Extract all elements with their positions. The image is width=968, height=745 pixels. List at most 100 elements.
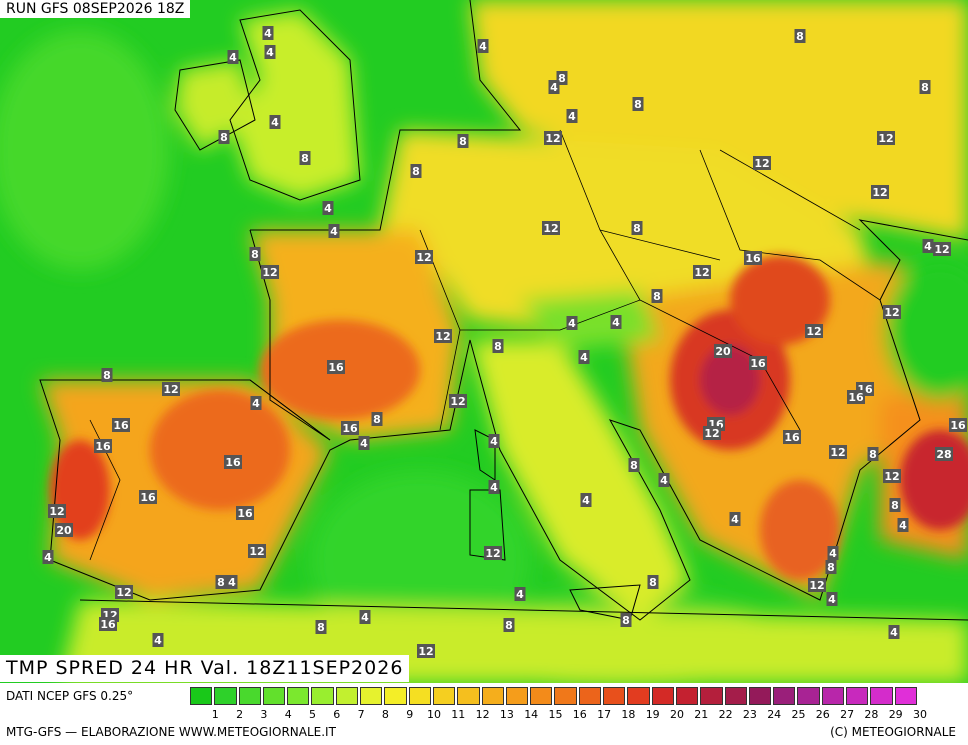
value-label-text: 8	[412, 165, 420, 178]
value-label: 12	[877, 131, 895, 145]
scale-cell	[748, 687, 772, 705]
value-label-text: 16	[784, 431, 800, 444]
value-label: 4	[827, 546, 839, 560]
value-label-box	[94, 439, 112, 453]
value-label-box	[794, 29, 806, 43]
value-label-box	[919, 80, 931, 94]
value-label-box	[935, 447, 953, 461]
value-label-text: 16	[745, 252, 761, 265]
value-label-box	[825, 560, 837, 574]
value-label-text: 8	[217, 576, 225, 589]
value-label: 12	[417, 644, 435, 658]
value-label-box	[261, 265, 279, 279]
scale-tick-label: 19	[645, 708, 660, 721]
value-label: 4	[548, 80, 560, 94]
value-label: 4	[322, 201, 334, 215]
scale-cell	[773, 687, 796, 705]
value-label: 8	[556, 71, 568, 85]
value-label-text: 12	[884, 470, 899, 483]
value-label: 4	[227, 50, 239, 64]
value-label-box	[410, 164, 422, 178]
value-label-box	[457, 134, 469, 148]
color-scale: 1 2 3 4 5 6 7 8 9 10 11 12 13 14 15 16 17 18 19 20 21 22 23 24 2…	[190, 687, 968, 721]
scale-cell	[360, 687, 383, 705]
value-label: 8	[503, 618, 515, 632]
value-label: 8	[867, 447, 879, 461]
value-label: 12	[449, 394, 467, 408]
value-label-box	[632, 97, 644, 111]
value-label: 16	[749, 356, 767, 370]
value-label-text: 8	[653, 290, 661, 303]
value-label-text: 12	[830, 446, 845, 459]
value-label-text: 4	[330, 225, 338, 238]
value-label-box	[580, 493, 592, 507]
value-label-box	[620, 613, 632, 627]
value-label: 8	[889, 498, 901, 512]
value-label-text: 4	[568, 110, 576, 123]
value-label: 8	[249, 247, 261, 261]
credit-line: MTG-GFS — ELABORAZIONE WWW.METEOGIORNALE…	[6, 725, 336, 739]
value-label-box	[897, 518, 909, 532]
run-header: RUN GFS 08SEP2026 18Z	[0, 0, 191, 18]
value-label: 16	[94, 439, 112, 453]
value-label-text: 4	[490, 481, 498, 494]
value-label: 12	[434, 329, 452, 343]
value-label: 12	[48, 504, 66, 518]
value-label: 8	[919, 80, 931, 94]
value-label-box	[322, 201, 334, 215]
scale-tick-label: 26	[815, 708, 830, 721]
value-label: 4	[566, 109, 578, 123]
scale-cell	[651, 687, 674, 705]
value-label: 4	[580, 493, 592, 507]
value-label: 4	[658, 473, 670, 487]
value-label-box	[236, 506, 254, 520]
value-label-text: 8	[796, 30, 804, 43]
scale-cell	[238, 687, 261, 705]
value-label: 8	[492, 339, 504, 353]
value-label-text: 12	[872, 186, 887, 199]
value-label-box	[805, 324, 823, 338]
scale-tick-label: 20	[670, 708, 684, 721]
scale-cell	[432, 687, 456, 705]
value-label: 4	[729, 512, 741, 526]
value-label-text: 8	[630, 459, 638, 472]
value-label-text: 8	[827, 561, 835, 574]
value-label-text: 4	[660, 474, 668, 487]
value-label: 8	[410, 164, 422, 178]
value-label: 4	[888, 625, 900, 639]
value-label: 8	[315, 620, 327, 634]
value-label-box	[262, 26, 274, 40]
value-label: 4	[610, 315, 622, 329]
scale-cell	[894, 687, 917, 705]
value-label: 4	[578, 350, 590, 364]
value-label: 12	[703, 426, 721, 440]
value-label-text: 28	[936, 448, 951, 461]
value-label-box	[434, 329, 452, 343]
value-label-text: 8	[301, 152, 309, 165]
value-label-text: 12	[545, 132, 560, 145]
value-label-box	[449, 394, 467, 408]
value-label: 16	[783, 430, 801, 444]
value-label-box	[647, 575, 659, 589]
value-label-box	[48, 504, 66, 518]
value-label-box	[847, 390, 865, 404]
scale-tick-label: 8	[381, 708, 389, 721]
sea-patch	[310, 470, 530, 650]
scale-cell	[821, 687, 845, 705]
value-label-text: 4	[264, 27, 272, 40]
value-label-text: 12	[163, 383, 178, 396]
value-label-box	[949, 418, 967, 432]
scale-tick-label: 21	[694, 708, 709, 721]
land-north	[470, 0, 968, 240]
value-label: 8	[794, 29, 806, 43]
scale-tick-label: 25	[791, 708, 806, 721]
scale-cell	[457, 687, 480, 705]
value-label-box	[867, 447, 879, 461]
copyright: (C) METEOGIORNALE	[830, 725, 956, 739]
value-label-box	[729, 512, 741, 526]
scale-cell	[408, 687, 431, 705]
value-label-box	[327, 360, 345, 374]
value-label-text: 16	[237, 507, 253, 520]
value-label: 8	[651, 289, 663, 303]
value-label-text: 4	[582, 494, 590, 507]
